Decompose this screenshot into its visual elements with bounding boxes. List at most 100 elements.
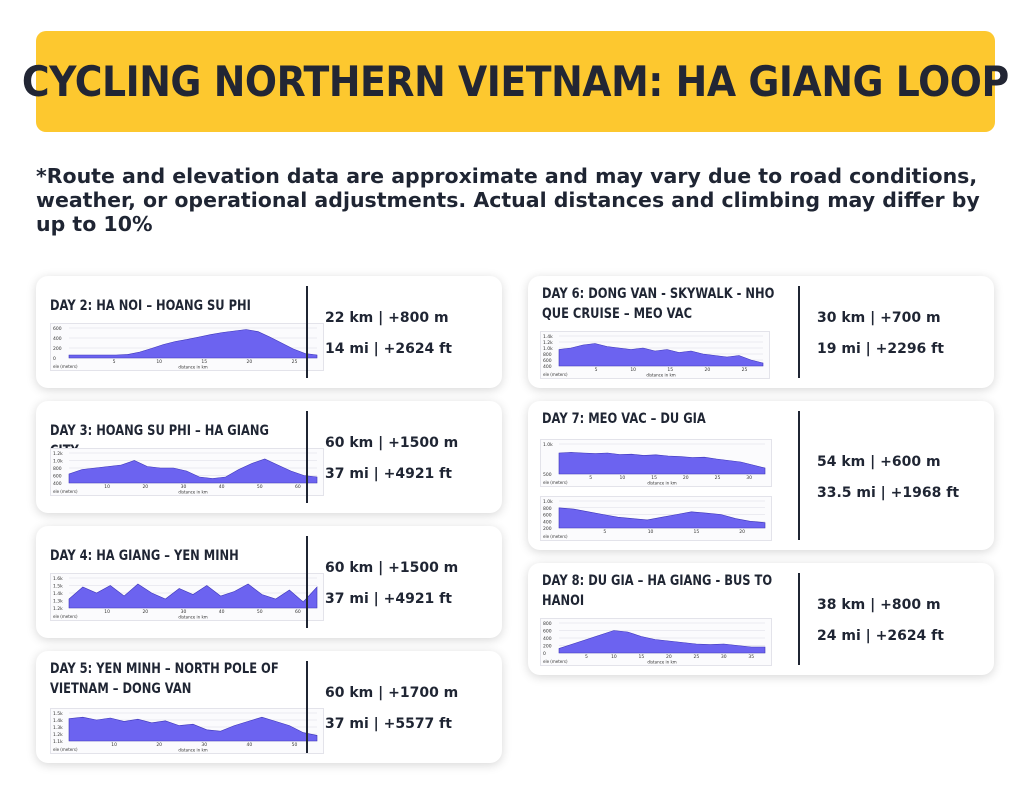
x-tick-label: 15 <box>201 359 207 365</box>
elevation-profile: 1.2k 1.0k 800 600 400 10 20 30 40 50 60 ele (meters… <box>50 448 324 496</box>
x-tick-label: 60 <box>295 484 301 490</box>
x-tick-label: 40 <box>219 609 225 615</box>
y-tick-label: 1.1k <box>53 739 63 745</box>
day-card-6: DAY 6: DONG VAN - SKYWALK - NHO QUE CRUI… <box>528 276 994 388</box>
elevation-chart: 600 400 200 0 5 10 15 20 25 ele (meters) distance … <box>53 326 318 370</box>
x-tick-label: 10 <box>111 742 117 748</box>
day-card-5: DAY 5: YEN MINH – NORTH POLE OF VIETNAM … <box>36 651 502 763</box>
elevation-area <box>68 583 318 609</box>
day-title: DAY 5: YEN MINH – NORTH POLE OF VIETNAM … <box>50 661 279 697</box>
y-tick-label: 400 <box>53 481 62 487</box>
x-axis-label: distance in km <box>178 365 207 370</box>
imperial-stat: 24 mi | +2624 ft <box>817 628 944 644</box>
metric-stat: 60 km | +1500 m <box>325 560 459 576</box>
y-tick-label: 1.2k <box>53 606 63 612</box>
y-tick-label: 600 <box>543 358 552 364</box>
x-axis-label: distance in km <box>178 748 207 753</box>
x-tick-label: 35 <box>748 654 754 660</box>
y-tick-label: 800 <box>543 621 552 627</box>
x-tick-label: 10 <box>620 475 626 481</box>
y-axis-label: ele (meters) <box>543 534 568 539</box>
y-tick-label: 1.0k <box>53 459 63 465</box>
x-tick-label: 50 <box>257 609 263 615</box>
y-tick-label: 400 <box>53 336 62 342</box>
x-axis-label: distance in km <box>178 490 207 495</box>
x-tick-label: 60 <box>295 609 301 615</box>
y-tick-label: 1.4k <box>543 334 553 340</box>
card-divider <box>306 411 308 503</box>
y-tick-label: 400 <box>543 519 552 525</box>
x-tick-label: 50 <box>292 742 298 748</box>
imperial-stat: 33.5 mi | +1968 ft <box>817 485 960 501</box>
x-tick-label: 30 <box>181 609 187 615</box>
x-tick-label: 10 <box>611 654 617 660</box>
imperial-stat: 14 mi | +2624 ft <box>325 341 452 357</box>
metric-stat: 38 km | +800 m <box>817 597 941 613</box>
card-divider <box>798 286 800 378</box>
imperial-stat: 37 mi | +4921 ft <box>325 591 452 607</box>
x-tick-label: 10 <box>630 367 636 373</box>
elevation-chart: 1.0k 500 5 10 15 20 25 30 ele (meters) distance i… <box>543 442 766 486</box>
y-tick-label: 600 <box>543 629 552 635</box>
y-tick-label: 1.0k <box>543 442 553 448</box>
x-tick-label: 20 <box>246 359 252 365</box>
metric-stat: 60 km | +1700 m <box>325 685 459 701</box>
x-tick-label: 20 <box>666 654 672 660</box>
card-divider <box>306 536 308 628</box>
x-tick-label: 5 <box>595 367 598 373</box>
x-tick-label: 15 <box>651 475 657 481</box>
x-axis-label: distance in km <box>646 373 675 378</box>
imperial-stat: 37 mi | +5577 ft <box>325 716 452 732</box>
y-axis-label: ele (meters) <box>53 614 78 619</box>
y-tick-label: 200 <box>543 644 552 650</box>
day-card-2: DAY 2: HA NOI – HOANG SU PHI 600 400 200 0 5… <box>36 276 502 388</box>
day-title: DAY 8: DU GIA – HA GIANG - BUS TO HANOI <box>542 573 773 609</box>
x-tick-label: 15 <box>693 529 699 535</box>
y-tick-label: 1.0k <box>543 346 553 352</box>
y-axis-label: ele (meters) <box>53 747 78 752</box>
y-tick-label: 600 <box>53 474 62 480</box>
page-title: CYCLING NORTHERN VIETNAM: HA GIANG LOOP <box>22 57 1009 106</box>
x-tick-label: 50 <box>257 484 263 490</box>
y-tick-label: 0 <box>543 651 546 657</box>
y-tick-label: 1.5k <box>53 711 63 717</box>
y-tick-label: 800 <box>543 352 552 358</box>
x-axis-label: distance in km <box>647 660 676 665</box>
x-tick-label: 25 <box>292 359 298 365</box>
x-tick-label: 40 <box>219 484 225 490</box>
elevation-area <box>558 343 764 367</box>
day-card-4: DAY 4: HA GIANG – YEN MINH 1.6k 1.5k 1.4k 1… <box>36 526 502 638</box>
x-tick-label: 5 <box>585 654 588 660</box>
elevation-profile: 1.4k 1.2k 1.0k 800 600 400 5 10 15 20 25 ele (meter… <box>540 331 770 379</box>
elevation-profile: 1.0k 500 5 10 15 20 25 30 ele (meters) distance i… <box>540 439 772 487</box>
disclaimer-text: *Route and elevation data are approximat… <box>36 164 980 236</box>
day-card-8: DAY 8: DU GIA – HA GIANG - BUS TO HANOI … <box>528 563 994 675</box>
x-tick-label: 30 <box>721 654 727 660</box>
card-divider <box>798 411 800 540</box>
elevation-profile: 1.6k 1.5k 1.4k 1.3k 1.2k 10 20 30 40 50 60 ele (met… <box>50 573 324 621</box>
elevation-profile: 800 600 400 200 0 5 10 15 20 25 30 35 ele (meters) di… <box>540 618 772 666</box>
elevation-area <box>68 458 318 484</box>
x-tick-label: 20 <box>683 475 689 481</box>
day-title: DAY 2: HA NOI – HOANG SU PHI <box>50 298 251 314</box>
y-tick-label: 400 <box>543 364 552 370</box>
y-axis-label: ele (meters) <box>53 489 78 494</box>
x-tick-label: 30 <box>201 742 207 748</box>
x-tick-label: 30 <box>746 475 752 481</box>
x-axis-label: distance in km <box>178 615 207 620</box>
y-axis-label: ele (meters) <box>543 372 568 377</box>
x-tick-label: 20 <box>739 529 745 535</box>
metric-stat: 22 km | +800 m <box>325 310 449 326</box>
y-tick-label: 1.3k <box>53 725 63 731</box>
title-banner: CYCLING NORTHERN VIETNAM: HA GIANG LOOP <box>22 31 1009 132</box>
x-tick-label: 5 <box>113 359 116 365</box>
y-tick-label: 500 <box>543 472 552 478</box>
y-axis-label: ele (meters) <box>543 659 568 664</box>
x-tick-label: 30 <box>181 484 187 490</box>
y-tick-label: 800 <box>53 466 62 472</box>
y-tick-label: 1.0k <box>543 499 553 505</box>
elevation-chart: 1.6k 1.5k1.4k 1.3k1.2k 10 20 30 40 50 60 ele (met… <box>53 576 318 620</box>
